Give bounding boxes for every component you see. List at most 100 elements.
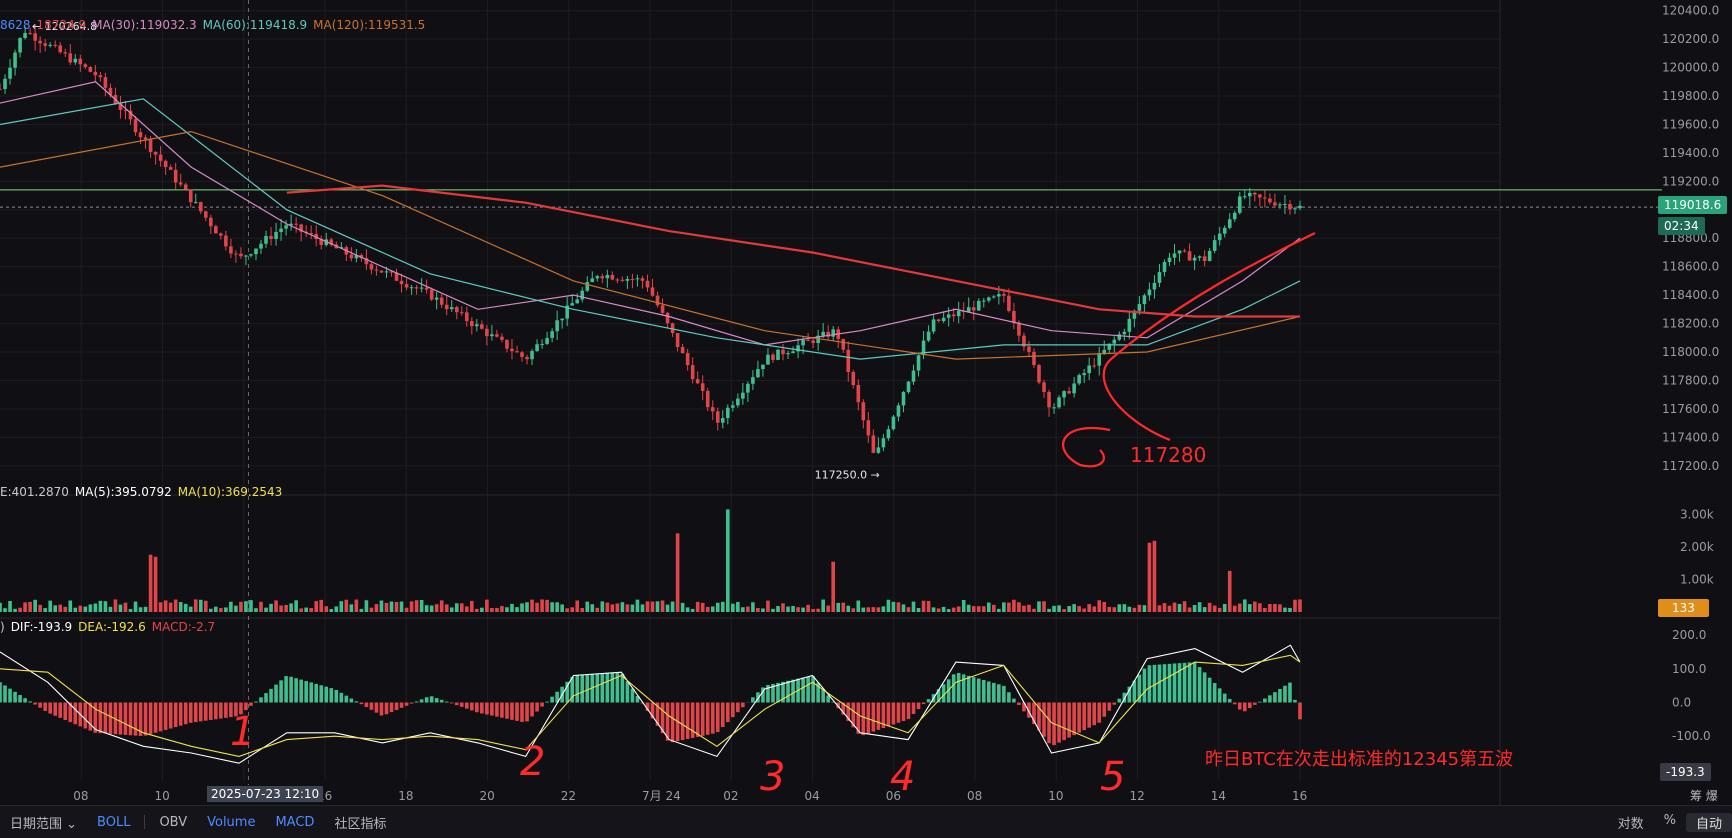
candle-body xyxy=(601,276,605,278)
macd-histogram-bar xyxy=(585,675,589,703)
candle-body xyxy=(179,182,183,184)
price-legend-item-2: MA(30):119032.3 xyxy=(92,18,197,32)
candle-body xyxy=(731,405,735,407)
volume-bar xyxy=(345,600,349,612)
macd-histogram-bar xyxy=(259,697,263,702)
candle-body xyxy=(28,33,32,34)
candle-body xyxy=(535,344,539,351)
price-axis-label: 120200.0 xyxy=(1662,32,1719,46)
toolbar-item-2[interactable]: OBV xyxy=(149,815,197,830)
candle-body xyxy=(1298,206,1302,208)
toolbar-item-1[interactable]: BOLL xyxy=(87,815,140,830)
volume-bar xyxy=(952,608,956,612)
candle-body xyxy=(942,318,946,321)
volume-bar xyxy=(440,600,444,612)
macd-histogram-bar xyxy=(53,703,57,716)
macd-histogram-bar xyxy=(1233,703,1237,705)
volume-bar xyxy=(455,603,459,612)
macd-histogram-bar xyxy=(199,703,203,722)
volume-bar xyxy=(776,606,780,612)
volume-bar xyxy=(1153,541,1157,612)
volume-bar xyxy=(435,604,439,612)
time-axis-label: 08 xyxy=(73,789,88,803)
candle-body xyxy=(1248,193,1252,196)
candle-body xyxy=(1087,365,1091,373)
volume-bar xyxy=(1042,601,1046,612)
volume-bar xyxy=(1067,606,1071,612)
volume-bar xyxy=(761,608,765,612)
volume-bar xyxy=(520,603,524,612)
toolbar-item-4[interactable]: MACD xyxy=(265,815,324,830)
volume-bar xyxy=(324,606,328,612)
candle-body xyxy=(1203,256,1207,261)
candle-body xyxy=(500,337,504,340)
volume-bar xyxy=(616,603,620,612)
macd-histogram-bar xyxy=(907,703,911,719)
volume-bar xyxy=(370,608,374,612)
macd-histogram-bar xyxy=(1268,695,1272,702)
candle-body xyxy=(1092,365,1096,366)
toolbar-right-item-1[interactable]: % xyxy=(1654,813,1686,832)
volume-bar xyxy=(1102,602,1106,612)
candle-body xyxy=(1143,295,1147,304)
volume-legend-item-2: MA(10):369.2543 xyxy=(178,485,283,499)
macd-histogram-bar xyxy=(445,702,449,703)
macd-histogram-bar xyxy=(480,703,484,714)
macd-histogram-bar xyxy=(104,703,108,734)
toolbar-item-3[interactable]: Volume xyxy=(197,815,265,830)
macd-axis-label: 200.0 xyxy=(1672,628,1706,642)
volume-bar xyxy=(741,607,745,612)
volume-bar xyxy=(601,601,605,612)
macd-histogram-bar xyxy=(1112,703,1116,705)
candle-body xyxy=(1263,198,1267,199)
toolbar-right-item-2[interactable]: 自动 xyxy=(1686,813,1732,832)
candle-body xyxy=(761,365,765,369)
volume-bar xyxy=(1133,608,1137,612)
macd-histogram-bar xyxy=(289,677,293,703)
volume-bar xyxy=(666,605,670,612)
macd-histogram-bar xyxy=(606,673,610,702)
macd-histogram-bar xyxy=(84,703,88,729)
candle-body xyxy=(1057,397,1061,407)
volume-bar xyxy=(284,605,288,612)
volume-bar xyxy=(58,605,62,612)
candle-body xyxy=(841,339,845,350)
candle-body xyxy=(380,271,384,273)
macd-histogram-bar xyxy=(169,703,173,729)
candle-body xyxy=(139,132,143,137)
candle-body xyxy=(204,211,208,217)
volume-bar xyxy=(1238,604,1242,612)
macd-histogram-bar xyxy=(550,697,554,703)
candle-body xyxy=(63,52,67,53)
candle-body xyxy=(691,365,695,379)
volume-bar xyxy=(8,601,12,612)
candle-body xyxy=(555,320,559,331)
macd-histogram-bar xyxy=(465,703,469,709)
volume-bar xyxy=(686,607,690,612)
candle-body xyxy=(621,280,625,281)
scale-corner-label[interactable]: 筹 爆 xyxy=(1690,787,1718,804)
volume-bar xyxy=(1258,603,1262,612)
chart-canvas[interactable]: 117200.0117400.0117600.0117800.0118000.0… xyxy=(0,0,1732,805)
volume-bar xyxy=(751,602,755,612)
candle-body xyxy=(636,278,640,279)
candle-body xyxy=(229,246,233,253)
candle-body xyxy=(892,417,896,430)
candle-body xyxy=(1178,251,1182,254)
candle-body xyxy=(927,332,931,341)
volume-bar xyxy=(631,605,635,612)
toolbar-item-0[interactable]: 日期范围 ⌄ xyxy=(0,813,87,832)
toolbar-right-item-0[interactable]: 对数 xyxy=(1608,813,1654,832)
candle-body xyxy=(159,155,163,161)
candle-body xyxy=(410,287,414,288)
macd-histogram-bar xyxy=(164,703,168,730)
volume-bar xyxy=(982,606,986,612)
volume-bar xyxy=(656,601,660,612)
candle-body xyxy=(580,291,584,300)
candle-body xyxy=(661,305,665,313)
macd-histogram-bar xyxy=(13,692,17,703)
candle-body xyxy=(791,351,795,353)
candle-body xyxy=(460,312,464,313)
toolbar-item-5[interactable]: 社区指标 xyxy=(324,813,396,832)
volume-bar xyxy=(334,606,338,612)
